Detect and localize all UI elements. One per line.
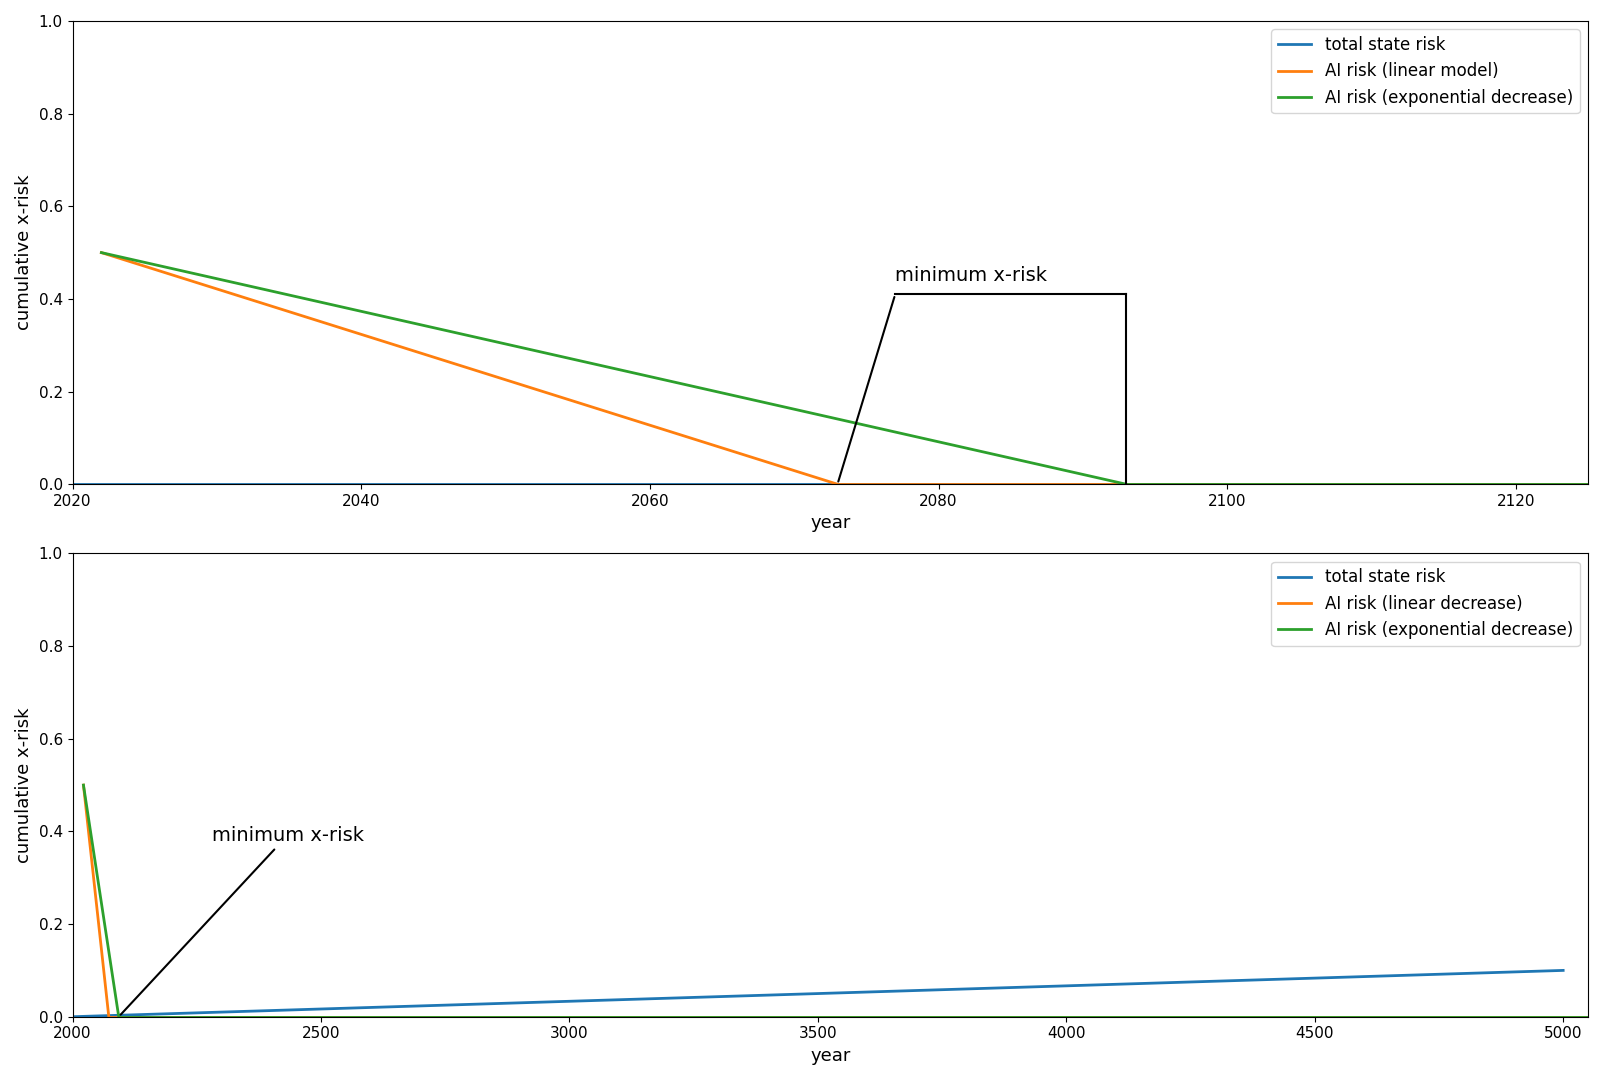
Y-axis label: cumulative x-risk: cumulative x-risk <box>14 707 34 863</box>
X-axis label: year: year <box>810 514 851 532</box>
AI risk (linear decrease) <box>99 1010 119 1023</box>
Legend: total state risk, AI risk (linear model), AI risk (exponential decrease): total state risk, AI risk (linear model)… <box>1271 29 1579 113</box>
Line: AI risk (exponential decrease): AI risk (exponential decrease) <box>83 785 119 1016</box>
Y-axis label: cumulative x-risk: cumulative x-risk <box>14 175 34 330</box>
X-axis label: year: year <box>810 1047 851 1065</box>
AI risk (exponential decrease) <box>1117 477 1137 490</box>
Text: minimum x-risk: minimum x-risk <box>894 266 1047 285</box>
Line: AI risk (exponential decrease): AI risk (exponential decrease) <box>101 253 1127 484</box>
AI risk (linear model) <box>827 477 846 490</box>
AI risk (exponential decrease) <box>109 1010 128 1023</box>
Line: AI risk (linear decrease): AI risk (linear decrease) <box>83 785 109 1016</box>
AI risk (linear decrease) <box>74 779 93 792</box>
Text: minimum x-risk: minimum x-risk <box>120 826 364 1015</box>
AI risk (exponential decrease) <box>91 246 111 259</box>
Line: AI risk (linear model): AI risk (linear model) <box>101 253 837 484</box>
AI risk (exponential decrease) <box>74 779 93 792</box>
Legend: total state risk, AI risk (linear decrease), AI risk (exponential decrease): total state risk, AI risk (linear decrea… <box>1271 562 1579 646</box>
AI risk (linear model) <box>91 246 111 259</box>
